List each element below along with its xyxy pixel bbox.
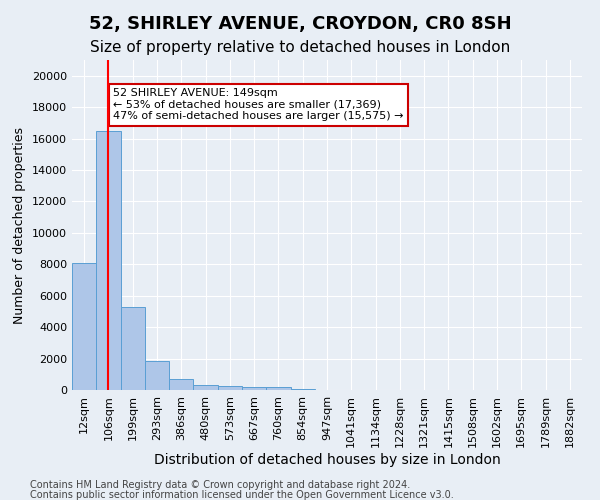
Bar [145, 361, 169, 390]
Text: 52 SHIRLEY AVENUE: 149sqm
← 53% of detached houses are smaller (17,369)
47% of s: 52 SHIRLEY AVENUE: 149sqm ← 53% of detac… [113, 88, 404, 122]
Bar [290, 388, 315, 390]
Text: 52, SHIRLEY AVENUE, CROYDON, CR0 8SH: 52, SHIRLEY AVENUE, CROYDON, CR0 8SH [89, 15, 511, 33]
Text: Contains HM Land Registry data © Crown copyright and database right 2024.: Contains HM Land Registry data © Crown c… [30, 480, 410, 490]
Bar [242, 387, 266, 390]
Bar [169, 379, 193, 390]
Bar [121, 306, 145, 390]
Y-axis label: Number of detached properties: Number of detached properties [13, 126, 26, 324]
Text: Size of property relative to detached houses in London: Size of property relative to detached ho… [90, 40, 510, 55]
Bar [266, 387, 290, 390]
X-axis label: Distribution of detached houses by size in London: Distribution of detached houses by size … [154, 452, 500, 466]
Text: Contains public sector information licensed under the Open Government Licence v3: Contains public sector information licen… [30, 490, 454, 500]
Bar [72, 262, 96, 390]
Bar [193, 384, 218, 390]
Bar [218, 386, 242, 390]
Bar [96, 130, 121, 390]
